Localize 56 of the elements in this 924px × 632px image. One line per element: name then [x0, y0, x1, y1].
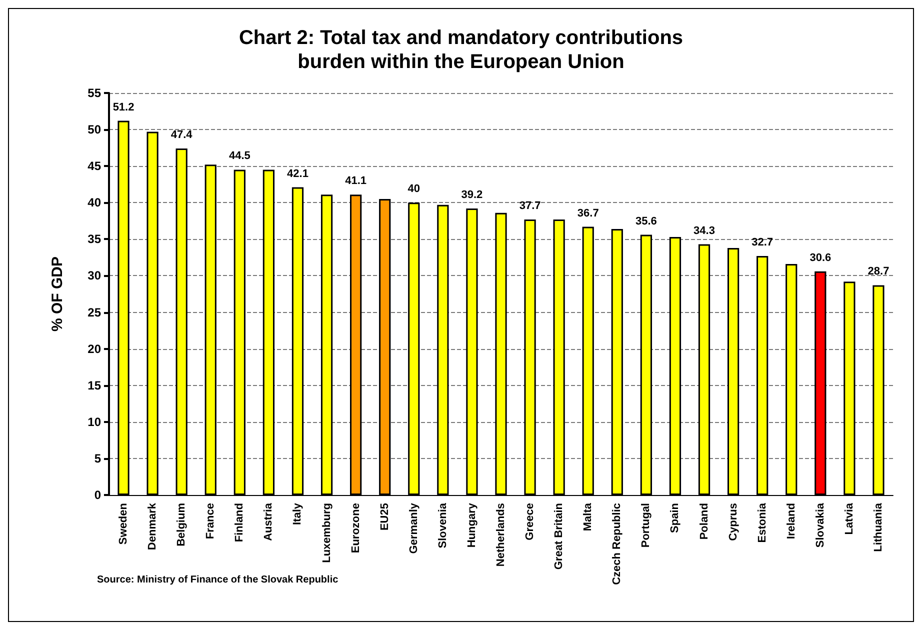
x-tick-label: Ireland	[785, 503, 798, 540]
x-tick-label: Denmark	[146, 502, 159, 550]
x-tick-label: Sweden	[118, 502, 130, 545]
data-label: 36.7	[577, 207, 599, 220]
y-tick-label: 40	[88, 196, 102, 210]
chart-title: Chart 2: Total tax and mandatory contributions burden within the European Union	[238, 27, 684, 73]
x-tick-label: Germanly	[408, 502, 420, 554]
x-tick-label: Spain	[669, 502, 682, 533]
y-tick-label: 30	[88, 268, 102, 283]
x-tick-label: France	[204, 503, 217, 540]
y-tick-label: 25	[88, 305, 102, 320]
data-label: 28.7	[868, 266, 890, 278]
data-label: 44.5	[228, 150, 250, 162]
data-label: 34.3	[694, 224, 715, 237]
y-tick-label: 20	[88, 342, 102, 356]
x-tick-label: Portugal	[640, 503, 652, 548]
x-tick-label: Finland	[234, 503, 246, 542]
y-tick-label: 15	[88, 378, 102, 392]
x-tick-label: Cyprus	[727, 503, 740, 541]
y-tick-label: 10	[88, 414, 102, 429]
y-tick-label: 45	[88, 159, 102, 174]
data-label: 42.1	[287, 168, 308, 180]
x-tick-label: Czech Republic	[611, 503, 624, 585]
x-tick-label: Netherlands	[495, 503, 507, 567]
data-label: 47.4	[170, 129, 194, 142]
data-label: 40	[408, 183, 420, 196]
data-label: 51.2	[112, 101, 134, 114]
x-tick-label: Greece	[524, 503, 536, 540]
data-label: 37.7	[519, 200, 541, 212]
x-tick-label: Belgium	[176, 502, 188, 546]
x-tick-label: Poland	[698, 503, 710, 540]
y-tick-label: 50	[88, 122, 102, 137]
x-tick-label: EU25	[378, 503, 391, 531]
x-tick-label: Slovakia	[814, 502, 826, 548]
x-tick-label: Eurozone	[350, 503, 362, 554]
source-note: Source: Ministry of Finance of the Slovak Republic	[97, 574, 339, 586]
x-tick-label: Slovenia	[436, 502, 449, 548]
x-tick-label: Lithuania	[872, 502, 884, 552]
x-tick-label: Austria	[262, 502, 275, 541]
x-tick-label: Latvia	[843, 502, 856, 535]
x-tick-label: Italy	[292, 502, 304, 526]
data-label: 30.6	[810, 252, 832, 264]
x-tick-label: Hungary	[466, 502, 478, 548]
y-tick-label: 5	[94, 451, 102, 466]
x-tick-label: Malta	[582, 502, 594, 532]
x-tick-label: Luxemburg	[320, 503, 333, 563]
y-axis-title: % OF GDP	[49, 256, 66, 332]
data-label: 35.6	[635, 215, 657, 228]
x-tick-label: Estonia	[756, 502, 768, 543]
y-tick-label: 35	[88, 232, 102, 246]
x-tick-label: Great Britain	[553, 502, 566, 570]
data-label: 39.2	[461, 188, 483, 201]
y-tick-label: 0	[94, 488, 102, 502]
data-label: 32.7	[752, 236, 774, 248]
y-tick-label: 55	[88, 86, 102, 100]
data-label: 41.1	[345, 175, 367, 188]
